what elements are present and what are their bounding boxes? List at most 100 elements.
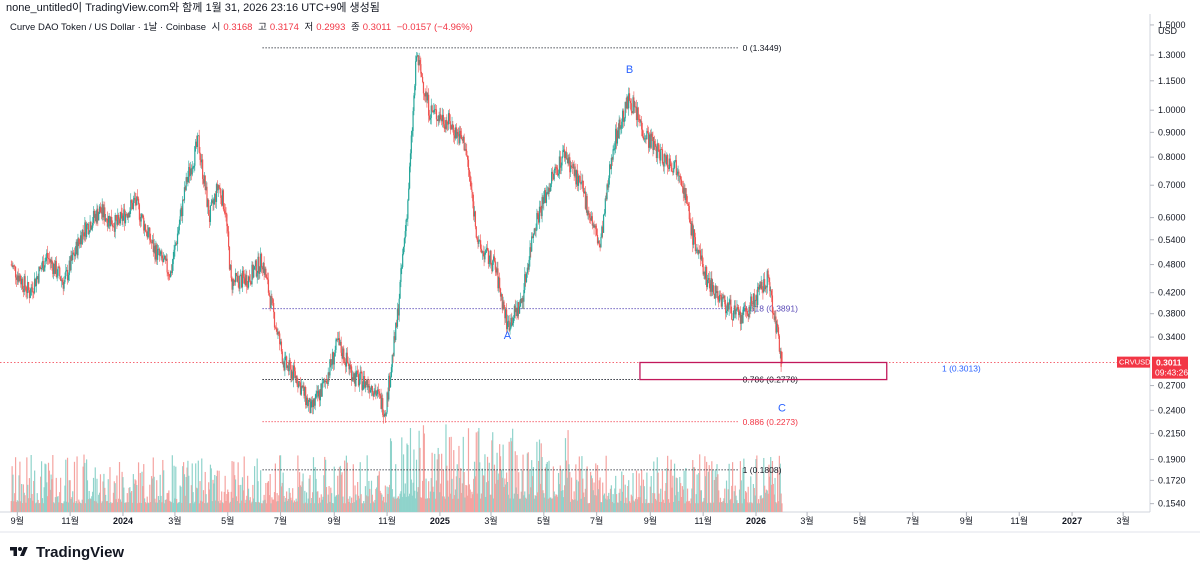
- volume-bar: [670, 459, 672, 512]
- candle-body: [602, 226, 604, 233]
- candle-body: [228, 246, 231, 270]
- candle-body: [72, 252, 74, 261]
- volume-bar: [621, 471, 623, 512]
- volume-bar: [15, 502, 18, 512]
- volume-bar: [775, 502, 777, 512]
- candle-body: [144, 224, 147, 232]
- volume-bar: [378, 471, 380, 512]
- candle-body: [131, 200, 133, 203]
- candle-body: [544, 190, 546, 198]
- volume-bar: [396, 497, 399, 512]
- candle-body: [498, 277, 500, 289]
- candle-body: [208, 215, 211, 222]
- volume-bar: [565, 460, 567, 512]
- volume-bar: [770, 484, 773, 512]
- candle-body: [207, 200, 209, 207]
- candle-body: [312, 399, 315, 408]
- candle-body: [469, 175, 471, 182]
- fib-label-0: 0 (1.3449): [743, 43, 782, 53]
- candle-body: [109, 215, 111, 227]
- candle-body: [547, 192, 549, 195]
- candle-body: [418, 59, 420, 66]
- candle-body: [435, 109, 438, 120]
- volume-bar: [150, 476, 153, 512]
- candle-body: [742, 309, 744, 323]
- volume-bar: [761, 498, 763, 512]
- candle-body: [160, 251, 162, 255]
- candle-body: [219, 188, 221, 190]
- volume-bar: [542, 490, 544, 512]
- candle-body: [655, 146, 658, 159]
- candle-body: [744, 307, 746, 310]
- candle-body: [59, 267, 61, 277]
- candle-body: [43, 267, 45, 272]
- candle-body: [640, 121, 642, 123]
- volume-bar: [325, 459, 327, 512]
- candle-body: [285, 356, 287, 358]
- wave-label-b: B: [626, 64, 633, 76]
- volume-bar: [244, 502, 246, 512]
- volume-bar: [655, 500, 658, 512]
- volume-bar: [195, 463, 197, 512]
- candle-body: [607, 184, 609, 188]
- candle-body: [336, 338, 338, 340]
- candle-body: [127, 212, 129, 218]
- y-tick-label: 0.8000: [1158, 152, 1186, 162]
- volume-bar: [98, 494, 100, 512]
- volume-bar: [544, 497, 546, 512]
- volume-bar: [677, 491, 679, 512]
- x-tick-label: 7월: [590, 515, 603, 526]
- volume-bar: [725, 503, 727, 512]
- candle-body: [157, 249, 159, 260]
- candle-body: [471, 189, 473, 193]
- volume-bar: [729, 500, 731, 512]
- volume-bar: [299, 485, 302, 512]
- volume-bar: [562, 490, 564, 512]
- candle-body: [52, 263, 54, 275]
- volume-bar: [363, 503, 366, 512]
- candle-body: [589, 217, 592, 221]
- volume-bar: [137, 503, 139, 512]
- volume-bar: [63, 501, 65, 512]
- candle-body: [686, 203, 689, 205]
- candle-body: [673, 167, 675, 173]
- volume-bar: [763, 457, 765, 512]
- candle-body: [445, 120, 447, 129]
- volume-bar: [181, 502, 183, 512]
- candle-body: [140, 216, 142, 222]
- volume-bar: [208, 482, 210, 512]
- volume-bar: [39, 502, 41, 512]
- volume-bar: [423, 433, 425, 512]
- volume-bar: [105, 501, 108, 512]
- x-tick-label: 9월: [644, 515, 657, 526]
- candle-body: [373, 393, 375, 397]
- volume-bar: [382, 500, 384, 512]
- candle-body: [66, 269, 68, 271]
- volume-bar: [148, 503, 150, 512]
- volume-bar: [461, 483, 464, 512]
- volume-bar: [738, 489, 741, 512]
- candle-body: [114, 215, 116, 232]
- candle-body: [166, 258, 168, 273]
- volume-bar: [702, 501, 704, 512]
- candle-body: [566, 158, 568, 160]
- candle-body: [662, 163, 664, 167]
- volume-bar: [532, 467, 535, 512]
- candle-body: [727, 302, 729, 310]
- volume-bar: [283, 495, 285, 512]
- candle-body: [118, 219, 121, 224]
- candle-body: [333, 356, 335, 365]
- candle-body: [73, 254, 76, 257]
- volume-bar: [38, 503, 40, 512]
- candle-body: [138, 204, 141, 220]
- volume-bar: [71, 497, 73, 512]
- volume-bar: [358, 498, 360, 512]
- candle-body: [294, 371, 296, 379]
- volume-bar: [667, 455, 669, 512]
- volume-bar: [161, 502, 163, 512]
- candle-body: [69, 260, 71, 271]
- volume-bar: [298, 486, 300, 512]
- candle-body: [402, 246, 405, 255]
- candle-body: [569, 157, 571, 173]
